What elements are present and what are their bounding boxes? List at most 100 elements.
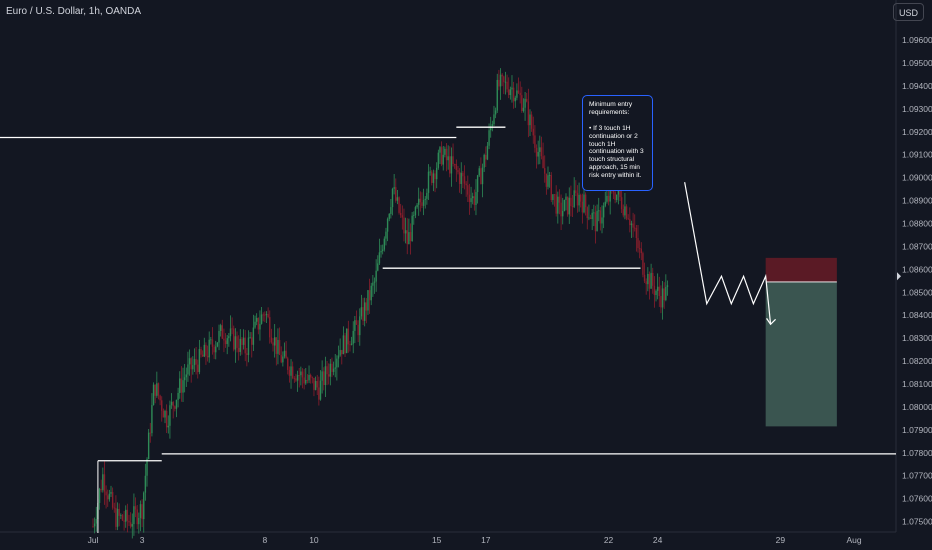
candle-body — [180, 378, 183, 393]
candle-body — [530, 114, 533, 129]
candle-body — [321, 371, 323, 381]
candle-body — [290, 366, 292, 376]
candle-body — [478, 168, 480, 176]
candle-body — [95, 518, 97, 524]
candle-body — [151, 405, 153, 434]
candle-body — [251, 337, 253, 345]
candle-body — [586, 207, 588, 219]
candle-body — [468, 194, 471, 203]
candle-body — [367, 290, 369, 311]
candle-body — [159, 395, 161, 401]
projection-path[interactable] — [684, 182, 772, 325]
candle-body — [125, 509, 127, 522]
annotation-callout[interactable]: Minimum entry requirements: • If 3 touch… — [582, 95, 653, 191]
candle-body — [280, 354, 282, 363]
candle-body — [604, 201, 606, 206]
candle-body — [239, 338, 241, 352]
candle-body — [339, 350, 341, 356]
candle-body — [591, 212, 593, 219]
candle-body — [624, 206, 626, 216]
candle-body — [439, 147, 441, 153]
candle-body — [596, 210, 598, 232]
candle-body — [323, 371, 325, 386]
candle-body — [110, 492, 112, 494]
candle-body — [278, 340, 281, 355]
candle-body — [234, 336, 237, 350]
candle-body — [578, 194, 580, 206]
candle-body — [440, 147, 443, 165]
candle-body — [450, 156, 453, 174]
candle-body — [506, 81, 508, 90]
candle-body — [326, 366, 328, 375]
candle-body — [462, 172, 464, 177]
candle-body — [436, 167, 438, 180]
candle-body — [598, 210, 600, 212]
candle-body — [416, 204, 418, 208]
candle-body — [563, 199, 566, 212]
candle-body — [426, 192, 428, 199]
candle-body — [640, 248, 642, 254]
candle-body — [413, 215, 415, 216]
candle-body — [583, 194, 585, 213]
candle-body — [645, 281, 647, 285]
currency-button[interactable]: USD — [893, 3, 924, 21]
candle-body — [128, 520, 130, 523]
candle-body — [169, 405, 171, 426]
candle-body — [457, 170, 459, 173]
candle-body — [357, 324, 359, 336]
candle-body — [188, 358, 191, 365]
candle-body — [565, 196, 567, 200]
candle-body — [437, 152, 440, 168]
stop-loss-zone[interactable] — [765, 257, 837, 282]
candle-body — [401, 215, 404, 218]
candle-body — [534, 135, 536, 148]
candle-body — [511, 87, 513, 90]
candle-body — [431, 171, 433, 183]
candle-body — [226, 338, 228, 345]
candle-body — [224, 340, 227, 345]
candle-body — [133, 506, 135, 525]
candle-body — [607, 195, 610, 202]
candle-body — [398, 197, 400, 213]
candle-body — [154, 384, 156, 396]
candle-body — [187, 364, 189, 375]
candle-body — [102, 474, 104, 491]
price-axis[interactable] — [896, 0, 932, 550]
candle-body — [580, 194, 582, 202]
candle-body — [655, 290, 657, 296]
candle-body — [195, 359, 197, 365]
candle-body — [205, 344, 207, 356]
candle-body — [665, 286, 667, 301]
candle-body — [237, 347, 240, 352]
candle-body — [408, 232, 410, 245]
candle-body — [581, 201, 584, 213]
candle-body — [259, 323, 261, 330]
candle-body — [483, 154, 485, 168]
candle-body — [539, 147, 541, 152]
price-tick-label: 1.09000 — [902, 173, 932, 183]
candle-body — [638, 248, 641, 249]
take-profit-zone[interactable] — [765, 281, 837, 427]
price-tick-label: 1.08700 — [902, 241, 932, 251]
candle-body — [391, 188, 394, 208]
candles — [92, 68, 669, 539]
candle-body — [229, 328, 232, 337]
candle-body — [419, 198, 422, 203]
time-tick-label: Jul — [88, 535, 99, 545]
candle-body — [634, 227, 636, 229]
candle-body — [517, 90, 520, 93]
candle-body — [617, 189, 620, 195]
price-tick-label: 1.09200 — [902, 127, 932, 137]
candle-body — [540, 147, 543, 157]
candle-body — [656, 286, 659, 291]
candle-body — [162, 410, 165, 418]
candle-body — [198, 349, 201, 373]
candle-body — [360, 307, 363, 317]
candle-body — [93, 523, 96, 527]
candle-body — [455, 164, 458, 171]
candle-body — [385, 231, 387, 239]
time-tick-label: 29 — [776, 535, 786, 545]
candle-body — [116, 508, 119, 527]
